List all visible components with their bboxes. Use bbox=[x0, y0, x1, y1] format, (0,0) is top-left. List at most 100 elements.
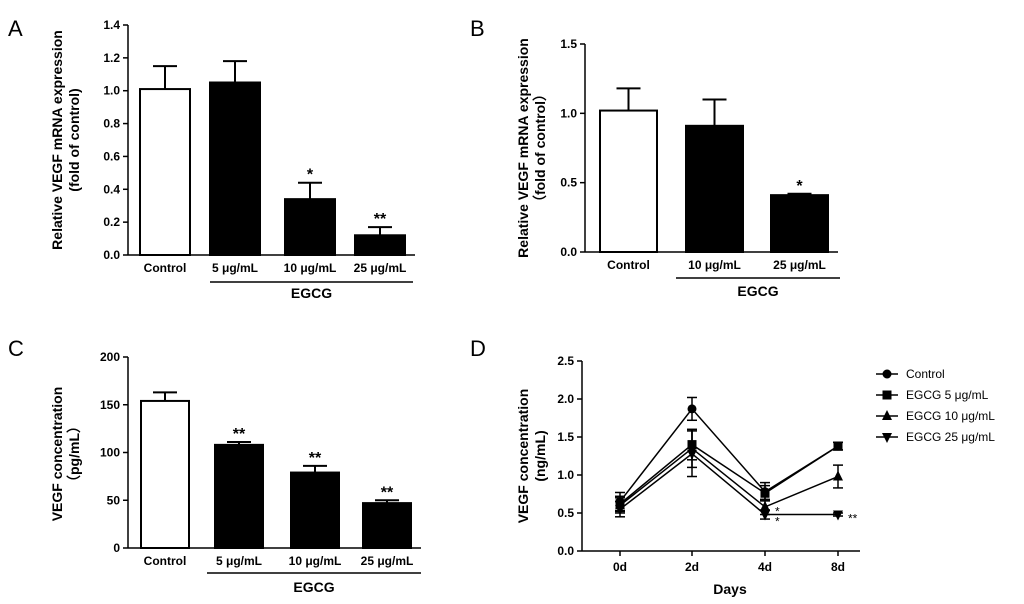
x-tick-label: 4d bbox=[758, 560, 772, 574]
legend-label: Control bbox=[906, 367, 945, 381]
y-axis-label-line: Relative VEGF mRNA expression bbox=[49, 30, 65, 250]
y-tick-label: 1.5 bbox=[557, 430, 574, 444]
y-tick-label: 150 bbox=[100, 398, 120, 412]
significance-label: * bbox=[796, 178, 803, 195]
data-point bbox=[687, 449, 697, 460]
bar bbox=[685, 124, 744, 253]
y-tick-label: 0.8 bbox=[103, 117, 120, 131]
significance-label: ** bbox=[233, 426, 246, 443]
category-label: 10 μg/mL bbox=[688, 258, 741, 272]
y-tick-label: 2.0 bbox=[557, 392, 574, 406]
significance-label: ** bbox=[374, 211, 387, 228]
y-axis-label-line: VEGF concentration bbox=[515, 389, 531, 524]
data-point bbox=[833, 470, 843, 481]
y-axis-label-line: (ng/mL) bbox=[532, 430, 548, 481]
y-tick-label: 2.5 bbox=[557, 354, 574, 368]
category-label: 10 μg/mL bbox=[284, 261, 337, 275]
panel-C: C 0 50 100 150 200 VEGF concentration（pg/mL） Co… bbox=[8, 336, 421, 595]
x-tick-label: 8d bbox=[831, 560, 845, 574]
panel-letter: A bbox=[8, 16, 23, 41]
bar bbox=[139, 88, 191, 256]
legend-marker bbox=[882, 390, 892, 400]
group-label: EGCG bbox=[293, 579, 334, 595]
y-tick-label: 0.5 bbox=[557, 506, 574, 520]
y-axis-label: VEGF concentration（pg/mL） bbox=[49, 387, 82, 522]
legend-marker bbox=[882, 369, 892, 379]
y-axis-label-line: VEGF concentration bbox=[49, 387, 65, 522]
data-point bbox=[760, 488, 770, 498]
significance-label: ** bbox=[309, 450, 322, 467]
y-tick-label: 1.0 bbox=[103, 84, 120, 98]
y-tick-label: 1.0 bbox=[560, 106, 577, 120]
category-label: 25 μg/mL bbox=[773, 258, 826, 272]
panel-letter: C bbox=[8, 336, 24, 361]
y-tick-label: 1.5 bbox=[560, 37, 577, 51]
bar bbox=[354, 234, 406, 257]
data-point bbox=[687, 404, 697, 414]
category-label: Control bbox=[607, 258, 650, 272]
y-tick-label: 1.2 bbox=[103, 51, 120, 65]
bar bbox=[140, 399, 190, 549]
significance-label: ** bbox=[848, 512, 858, 526]
series-triangle-up bbox=[615, 428, 843, 516]
series-line bbox=[619, 443, 839, 505]
legend-marker bbox=[882, 410, 892, 420]
group-label: EGCG bbox=[737, 283, 778, 299]
significance-label: * bbox=[775, 515, 780, 529]
y-tick-label: 0.0 bbox=[560, 245, 577, 259]
x-axis-label: Days bbox=[713, 581, 747, 597]
group-label: EGCG bbox=[291, 285, 332, 301]
series-circle bbox=[615, 396, 843, 512]
panel-A: A 0.0 0.2 0.4 0.6 0.8 1.0 1.2 1.4 Relative VEGF m… bbox=[8, 16, 415, 301]
legend-label: EGCG 10 μg/mL bbox=[906, 409, 995, 423]
legend-label: EGCG 5 μg/mL bbox=[906, 388, 989, 402]
category-label: 5 μg/mL bbox=[216, 554, 262, 568]
series-line bbox=[619, 447, 839, 508]
category-label: 5 μg/mL bbox=[212, 261, 258, 275]
y-axis-label-line: （fold of control） bbox=[532, 87, 548, 209]
x-tick-label: 0d bbox=[613, 560, 627, 574]
legend-label: EGCG 25 μg/mL bbox=[906, 430, 995, 444]
bar bbox=[290, 471, 340, 549]
series-square bbox=[615, 428, 843, 513]
data-point bbox=[760, 510, 770, 521]
panel-letter: B bbox=[470, 16, 485, 41]
panel-B: B 0.0 0.5 1.0 1.5 Relative VEGF mRNA expressi… bbox=[470, 16, 840, 299]
y-tick-label: 1.4 bbox=[103, 18, 120, 32]
y-tick-label: 1.0 bbox=[557, 468, 574, 482]
panel-D: D 0.0 0.5 1.0 1.5 2.0 2.5 VEGF concentration(ng… bbox=[470, 336, 995, 597]
y-tick-label: 0.5 bbox=[560, 176, 577, 190]
y-tick-label: 0.2 bbox=[103, 215, 120, 229]
y-axis-label: VEGF concentration(ng/mL) bbox=[515, 389, 548, 524]
category-label: 25 μg/mL bbox=[354, 261, 407, 275]
series-line bbox=[619, 407, 839, 503]
data-point bbox=[833, 441, 843, 451]
category-label: 10 μg/mL bbox=[289, 554, 342, 568]
y-tick-label: 0.6 bbox=[103, 149, 120, 163]
y-axis-label-line: （pg/mL） bbox=[66, 419, 82, 489]
y-axis-label: Relative VEGF mRNA expression(fold of co… bbox=[49, 30, 82, 250]
data-point bbox=[615, 505, 625, 516]
significance-label: * bbox=[775, 505, 780, 519]
y-tick-label: 50 bbox=[107, 493, 121, 507]
bar bbox=[599, 109, 658, 253]
bar bbox=[284, 198, 336, 256]
y-tick-label: 0.0 bbox=[103, 248, 120, 262]
y-tick-label: 100 bbox=[100, 446, 120, 460]
category-label: 25 μg/mL bbox=[361, 554, 414, 568]
x-tick-label: 2d bbox=[685, 560, 699, 574]
y-tick-label: 0.4 bbox=[103, 182, 120, 196]
y-axis-label-line: Relative VEGF mRNA expression bbox=[515, 38, 531, 258]
series-triangle-down bbox=[615, 430, 843, 521]
bar bbox=[362, 502, 412, 549]
bar bbox=[214, 443, 264, 549]
y-tick-label: 0.0 bbox=[557, 544, 574, 558]
y-axis-label: Relative VEGF mRNA expression（fold of co… bbox=[515, 38, 548, 258]
series-line bbox=[619, 452, 838, 516]
significance-label: * bbox=[307, 167, 314, 184]
bar bbox=[209, 81, 261, 256]
category-label: Control bbox=[144, 554, 187, 568]
bar bbox=[770, 194, 829, 253]
legend-marker bbox=[882, 433, 892, 443]
